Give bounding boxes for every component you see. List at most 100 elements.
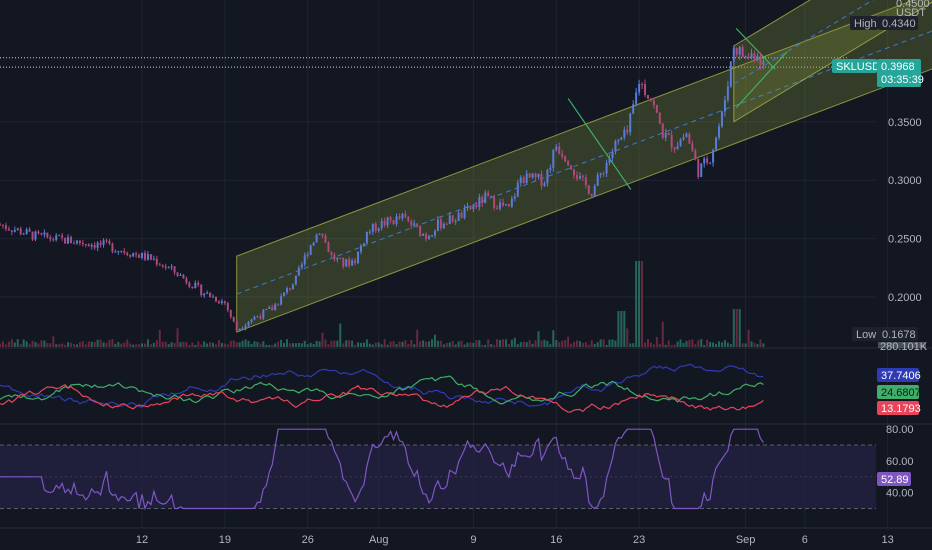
candle-body <box>197 282 200 285</box>
candle-body <box>268 307 271 309</box>
volume-bar <box>463 344 466 347</box>
candle-body <box>573 169 576 176</box>
volume-bar <box>253 341 256 347</box>
volume-bar <box>75 344 78 347</box>
volume-bar <box>220 342 223 347</box>
candle-body <box>493 195 496 208</box>
volume-bar <box>720 342 723 347</box>
volume-bar <box>203 341 206 347</box>
candle-body <box>31 231 34 240</box>
volume-bar <box>502 339 505 347</box>
candle-body <box>732 48 735 62</box>
volume-bar <box>584 342 587 347</box>
candle-body <box>499 202 502 209</box>
candle-body <box>729 61 732 87</box>
volume-bar <box>596 342 599 347</box>
time-axis[interactable]: 12 19 26 Aug 9 16 23 Sep 6 13 <box>136 534 894 546</box>
volume-bar <box>250 343 253 347</box>
candle-body <box>502 202 505 206</box>
volume-bar <box>496 339 499 347</box>
candle-body <box>723 99 726 112</box>
volume-bar <box>359 342 362 347</box>
volume-bar <box>179 342 182 347</box>
candle-body <box>330 251 333 255</box>
volume-bar <box>738 309 741 347</box>
volume-bar <box>507 343 510 347</box>
volume-bar <box>19 344 22 347</box>
candle-body <box>451 215 454 222</box>
candle-body <box>741 46 744 57</box>
candle-body <box>428 235 431 239</box>
volume-bar <box>543 339 546 347</box>
candle-body <box>679 139 682 147</box>
candle-body <box>386 217 389 226</box>
candle-body <box>67 237 70 244</box>
candle-body <box>297 267 300 276</box>
candle-body <box>652 100 655 106</box>
volume-bar <box>608 339 611 347</box>
candle-body <box>300 264 303 268</box>
candle-body <box>439 219 442 229</box>
candle-body <box>362 243 365 246</box>
price-tick-label: 0.3500 <box>888 117 922 129</box>
candle-body <box>632 104 635 114</box>
volume-bar <box>0 343 1 347</box>
volume-bar <box>312 343 315 347</box>
volume-bar <box>472 342 475 347</box>
volume-bar <box>445 343 448 347</box>
volume-bar <box>510 339 513 347</box>
candle-body <box>141 252 144 258</box>
candle-body <box>635 92 638 105</box>
candle-body <box>703 158 706 164</box>
candle-body <box>380 220 383 229</box>
candle-body <box>241 328 244 330</box>
candle-body <box>578 176 581 179</box>
candle-body <box>78 240 81 243</box>
channel-midline <box>236 30 932 295</box>
candle-body <box>561 153 564 157</box>
volume-bar <box>265 344 268 347</box>
volume-bar <box>439 340 442 347</box>
candle-body <box>676 146 679 150</box>
volume-bar <box>561 340 564 347</box>
candle-body <box>664 133 667 138</box>
candle-body <box>608 158 611 163</box>
volume-bar <box>611 339 614 347</box>
candle-body <box>58 235 61 237</box>
candle-body <box>22 233 25 235</box>
candle-body <box>430 235 433 237</box>
price-tick-label: 0.2500 <box>888 234 922 246</box>
volume-bar <box>555 340 558 347</box>
volume-bar <box>531 343 534 347</box>
volume-bar <box>149 344 152 347</box>
time-tick-label: 12 <box>136 534 148 546</box>
volume-bar <box>64 344 67 347</box>
candle-body <box>487 192 490 197</box>
volume-bar <box>504 339 507 347</box>
candle-body <box>46 232 49 238</box>
candle-body <box>345 259 348 267</box>
volume-bar <box>451 341 454 347</box>
volume-bar <box>552 330 555 347</box>
volume-bar <box>578 341 581 347</box>
volume-bar <box>4 344 7 347</box>
volume-bar <box>575 340 578 347</box>
volume-bar <box>78 342 81 347</box>
price-tick-label: 0.3000 <box>888 175 922 187</box>
volume-bar <box>567 336 570 347</box>
candle-body <box>277 304 280 306</box>
candle-body <box>753 53 756 60</box>
volume-bar <box>229 340 232 347</box>
price-candles <box>0 44 765 332</box>
adx-line <box>0 363 764 408</box>
candle-body <box>176 272 179 276</box>
volume-bar <box>194 344 197 347</box>
volume-bar <box>747 329 750 347</box>
candle-body <box>265 308 268 310</box>
volume-bar <box>626 328 629 347</box>
volume-bar <box>700 339 703 347</box>
volume-bar <box>729 344 732 347</box>
candle-body <box>52 239 55 241</box>
volume-bar <box>581 343 584 347</box>
